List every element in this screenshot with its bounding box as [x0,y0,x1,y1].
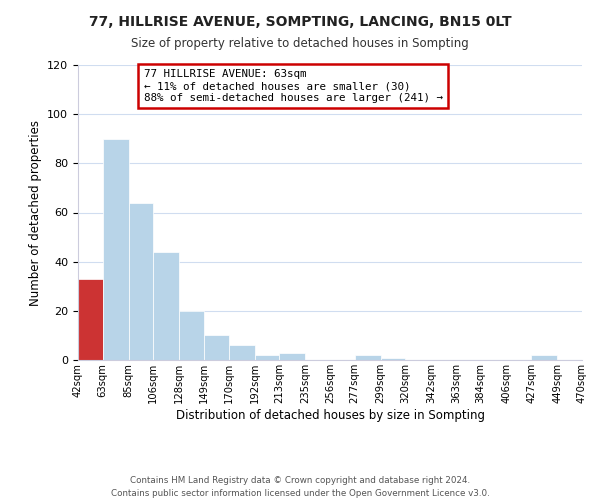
Bar [204,336,229,360]
Y-axis label: Number of detached properties: Number of detached properties [29,120,41,306]
Text: 77, HILLRISE AVENUE, SOMPTING, LANCING, BN15 0LT: 77, HILLRISE AVENUE, SOMPTING, LANCING, … [89,15,511,29]
Bar [179,311,204,360]
Bar [254,355,280,360]
Bar [78,279,103,360]
Bar [154,252,179,360]
Bar [380,358,406,360]
Bar [532,355,557,360]
Bar [355,355,380,360]
Text: 77 HILLRISE AVENUE: 63sqm
← 11% of detached houses are smaller (30)
88% of semi-: 77 HILLRISE AVENUE: 63sqm ← 11% of detac… [143,70,443,102]
Bar [229,345,254,360]
Text: Size of property relative to detached houses in Sompting: Size of property relative to detached ho… [131,38,469,51]
Bar [280,352,305,360]
Text: Contains HM Land Registry data © Crown copyright and database right 2024.
Contai: Contains HM Land Registry data © Crown c… [110,476,490,498]
X-axis label: Distribution of detached houses by size in Sompting: Distribution of detached houses by size … [176,408,485,422]
Bar [128,202,154,360]
Bar [103,138,128,360]
